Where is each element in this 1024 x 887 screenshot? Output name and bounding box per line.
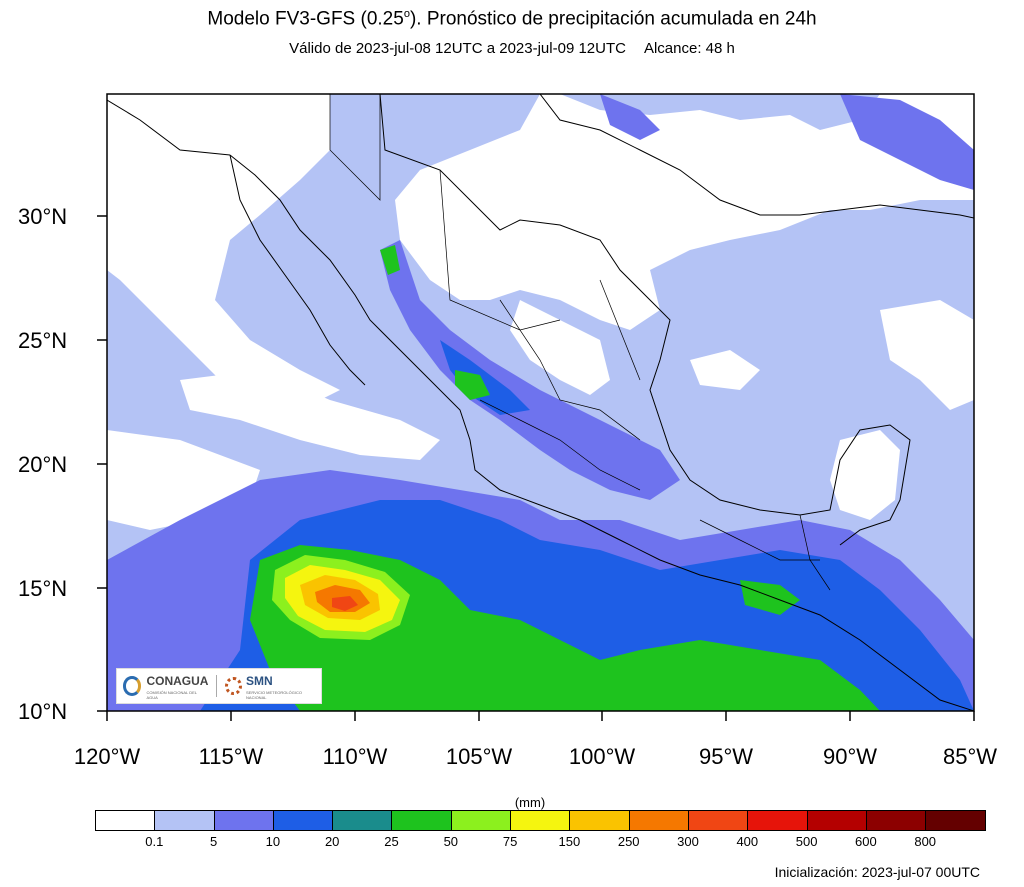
lon-label: 110°W [323, 744, 388, 769]
conagua-logo-icon [123, 676, 142, 696]
precipitation-map: 30°N 25°N 20°N 15°N 10°N 120°W 115°W 110… [18, 93, 997, 769]
lon-label: 90°W [823, 744, 877, 769]
lat-label: 15°N [18, 576, 67, 601]
lat-label: 30°N [18, 204, 67, 229]
colorbar-label: 5 [209, 834, 218, 849]
lat-ticks [97, 215, 107, 712]
logo-divider [216, 675, 218, 697]
dry-area-northwest [107, 94, 340, 410]
colorbar-cell [451, 811, 512, 830]
colorbar-cell [748, 811, 808, 830]
colorbar-label: 500 [795, 834, 818, 849]
colorbar [95, 810, 987, 831]
lon-ticks [106, 711, 975, 721]
colorbar-label: 50 [443, 834, 459, 849]
colorbar-label: 20 [324, 834, 340, 849]
lon-label: 85°W [943, 744, 997, 769]
validity-text: Válido de 2023-jul-08 12UTC a 2023-jul-0… [289, 40, 626, 57]
smn-logo-icon [225, 677, 243, 695]
lon-label: 105°W [446, 744, 513, 769]
state-borders [329, 94, 831, 591]
colorbar-label: 400 [736, 834, 759, 849]
colorbar-unit: (mm) [514, 795, 546, 810]
lon-label: 120°W [74, 744, 141, 769]
lon-labels: 120°W 115°W 110°W 105°W 100°W 95°W 90°W … [74, 744, 997, 769]
rain-25mm-east [740, 580, 800, 615]
dry-area-east [880, 300, 974, 410]
map-frame [106, 93, 975, 712]
colorbar-label: 250 [617, 834, 640, 849]
rain-5mm-ne [600, 94, 660, 140]
colorbar-cell [392, 811, 452, 830]
colorbar-label: 150 [558, 834, 581, 849]
map-subtitle: Válido de 2023-jul-08 12UTC a 2023-jul-0… [0, 40, 1024, 57]
lon-label: 115°W [199, 744, 264, 769]
rain-25mm-nw [380, 245, 400, 275]
map-area [107, 94, 974, 711]
institution-logo: CONAGUA COMISIÓN NACIONAL DEL AGUA SMN SER… [116, 668, 322, 704]
colorbar-label: 600 [855, 834, 877, 849]
colorbar-label: 75 [502, 834, 518, 849]
rain-300mm-core [332, 596, 358, 611]
dry-area-yucatan [830, 430, 900, 520]
lat-labels: 30°N 25°N 20°N 15°N 10°N [18, 204, 67, 724]
conagua-name: CONAGUA [146, 674, 209, 688]
colorbar-cell [629, 811, 689, 830]
colorbar-cell [688, 811, 749, 830]
coastlines [107, 94, 974, 711]
range-text: Alcance: 48 h [643, 40, 735, 57]
smn-subtext: SERVICIO METEOROLÓGICO NACIONAL [246, 690, 302, 700]
colorbar-cell [511, 811, 571, 830]
colorbar-label: 25 [384, 834, 399, 849]
colorbar-cell [214, 811, 274, 830]
smn-name: SMN [246, 674, 273, 688]
colorbar-cell [926, 811, 986, 830]
colorbar-label: 10 [265, 834, 281, 849]
colorbar-cell [273, 811, 334, 830]
lat-label: 20°N [18, 452, 67, 477]
rain-5mm-nee [840, 94, 974, 190]
colorbar-cell [866, 811, 927, 830]
lat-label: 10°N [18, 699, 67, 724]
map-title: Modelo FV3-GFS (0.25o). Pronóstico de pr… [207, 8, 817, 30]
colorbar-label: 0.1 [145, 834, 164, 849]
rain-25mm-sierra [455, 370, 490, 400]
lon-label: 95°W [699, 744, 753, 769]
rain-10mm-sierra [440, 340, 530, 415]
lon-label: 100°W [569, 744, 636, 769]
colorbar-cell [155, 811, 215, 830]
dry-area-pacific-w [180, 370, 440, 460]
colorbar-cell [570, 811, 630, 830]
colorbar-cell [96, 811, 156, 830]
dry-area-gulf [690, 350, 760, 390]
initialization-text: Inicialización: 2023-jul-07 00UTC [774, 864, 980, 880]
colorbar-cell [333, 811, 393, 830]
conagua-subtext: COMISIÓN NACIONAL DEL AGUA [146, 690, 197, 700]
colorbar-label: 300 [677, 834, 699, 849]
rain-25mm-pacific [250, 545, 880, 711]
dry-area-central [510, 300, 610, 395]
rain-5mm-sierra [380, 240, 680, 500]
colorbar-label: 800 [914, 834, 937, 849]
dry-area-north [380, 94, 974, 330]
lat-label: 25°N [18, 328, 67, 353]
colorbar-cell [807, 811, 867, 830]
